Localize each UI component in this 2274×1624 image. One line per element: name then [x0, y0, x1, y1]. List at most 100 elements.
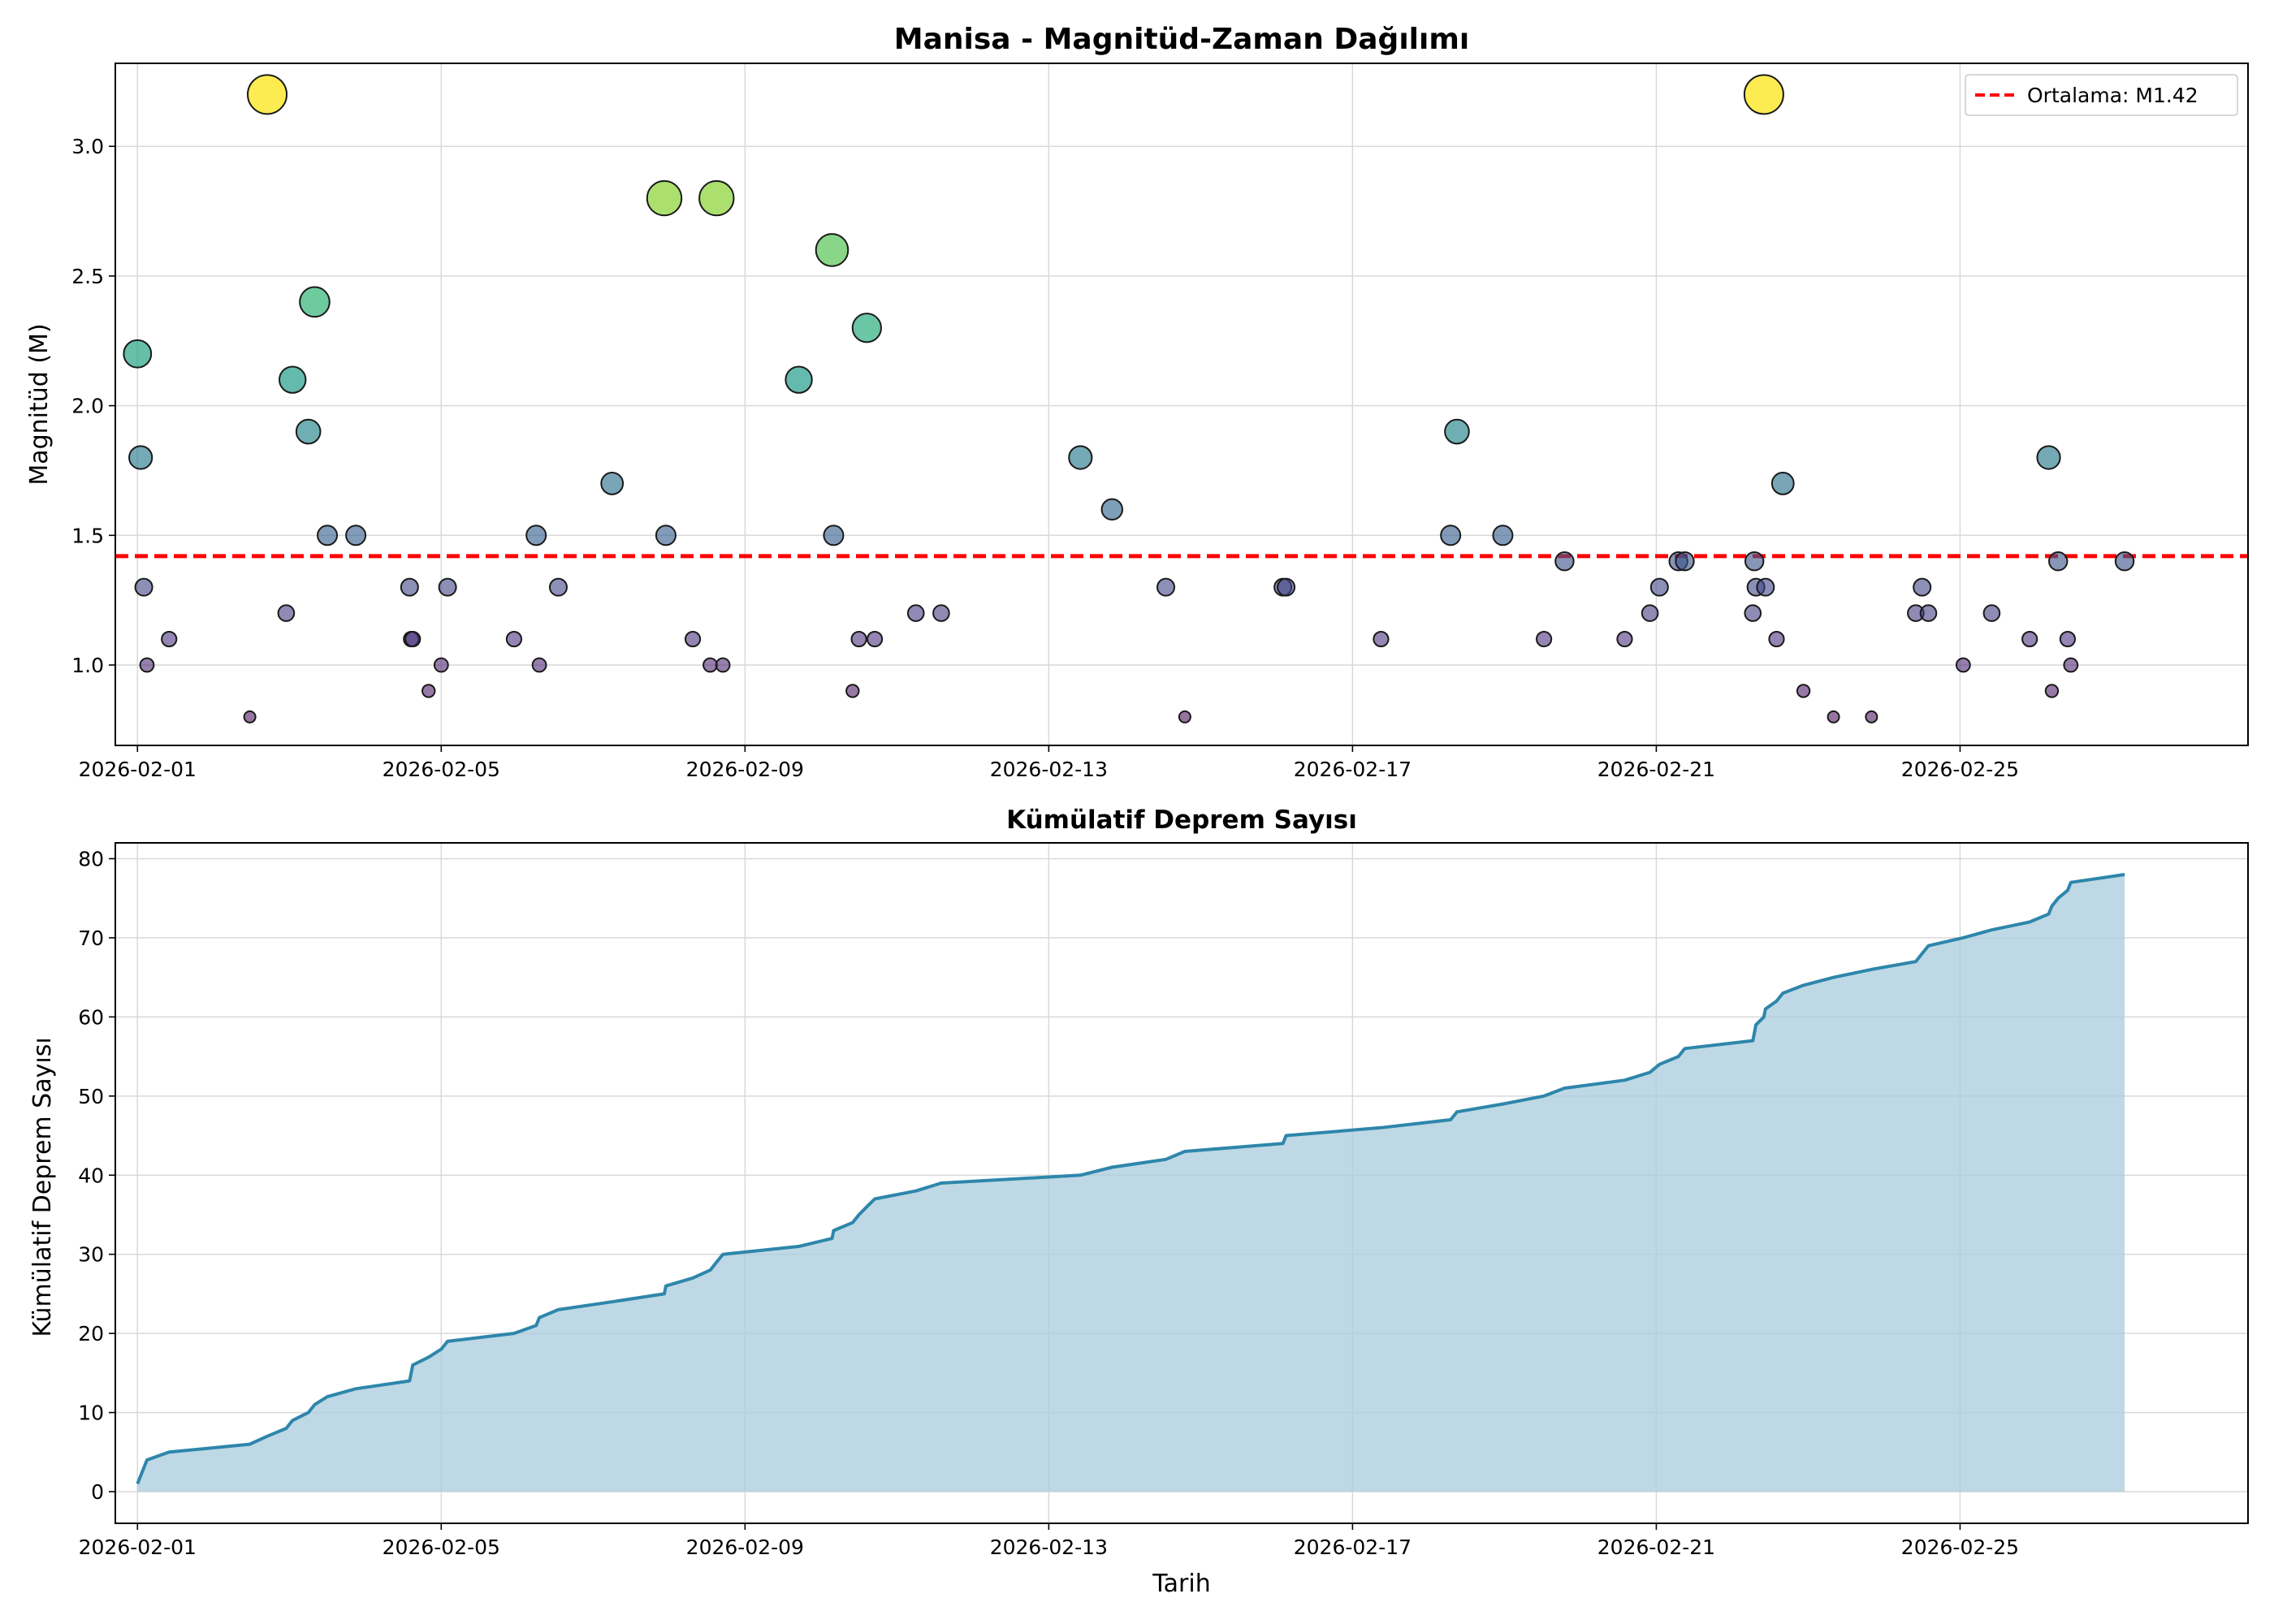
earthquake-point — [1100, 498, 1123, 521]
earthquake-point — [123, 339, 153, 369]
top-x-tick-label: 2026-02-05 — [383, 758, 500, 781]
top-y-tick-label: 2.0 — [71, 395, 104, 418]
earthquake-point — [438, 577, 457, 597]
earthquake-point — [684, 630, 702, 648]
bottom-x-tick-label: 2026-02-17 — [1294, 1535, 1412, 1559]
cumulative-count-panel: Kümülatif Deprem Sayısı 2026-02-01 2026-0… — [28, 806, 2249, 1598]
top-y-tick-label: 1.0 — [71, 654, 104, 677]
earthquake-point — [1756, 577, 1775, 597]
earthquake-point — [161, 630, 178, 648]
earthquake-point — [1865, 710, 1878, 723]
earthquake-point — [2044, 684, 2060, 698]
earthquake-point — [823, 525, 845, 546]
top-x-tick-label: 2026-02-21 — [1597, 758, 1715, 781]
scatter-points — [123, 74, 2135, 723]
legend-label: Ortalama: M1.42 — [2027, 84, 2198, 107]
bottom-y-tick-label: 60 — [78, 1005, 104, 1029]
top-y-ticks: 1.0 1.5 2.0 2.5 3.0 — [71, 135, 115, 677]
earthquake-point — [1649, 577, 1669, 597]
earthquake-point — [128, 445, 153, 470]
earthquake-point — [299, 286, 331, 318]
earthquake-point — [505, 630, 523, 648]
bottom-x-tick-label: 2026-02-09 — [686, 1535, 804, 1559]
bottom-x-tick-label: 2026-02-01 — [79, 1535, 197, 1559]
earthquake-point — [1277, 577, 1296, 597]
bottom-y-tick-label: 30 — [78, 1243, 104, 1267]
earthquake-point — [1641, 604, 1659, 622]
earthquake-point — [1444, 418, 1470, 445]
legend-box — [1965, 74, 2238, 116]
earthquake-point — [2048, 551, 2069, 572]
top-y-tick-label: 3.0 — [71, 135, 104, 158]
earthquake-point — [1744, 604, 1762, 622]
top-y-tick-label: 1.5 — [71, 524, 104, 547]
earthquake-point — [525, 525, 547, 546]
earthquake-point — [2021, 630, 2038, 648]
legend: Ortalama: M1.42 — [1965, 74, 2238, 116]
bottom-y-ticks: 0 10 20 30 40 50 60 70 80 — [78, 847, 115, 1504]
earthquake-point — [1536, 630, 1553, 648]
bottom-y-tick-label: 10 — [78, 1402, 104, 1425]
earthquake-point — [1982, 604, 2001, 622]
earthquake-point — [1554, 551, 1575, 572]
earthquake-point — [2063, 657, 2079, 673]
earthquake-point — [404, 630, 422, 648]
earthquake-point — [317, 525, 339, 546]
earthquake-point — [433, 657, 449, 673]
earthquake-point — [932, 604, 950, 622]
earthquake-point — [851, 313, 882, 343]
earthquake-point — [785, 365, 813, 394]
earthquake-point — [422, 684, 436, 698]
top-plot-frame — [115, 63, 2249, 746]
earthquake-point — [1492, 525, 1514, 546]
earthquake-point — [815, 233, 850, 267]
earthquake-point — [243, 710, 257, 723]
earthquake-point — [600, 472, 625, 495]
bottom-x-tick-label: 2026-02-05 — [383, 1535, 500, 1559]
earthquake-point — [698, 179, 735, 217]
bottom-x-ticks: 2026-02-01 2026-02-05 2026-02-09 2026-02-13… — [79, 1523, 2019, 1559]
x-axis-label-bottom: Tarih — [1152, 1570, 1210, 1598]
bottom-y-tick-label: 80 — [78, 847, 104, 870]
cumulative-area — [136, 873, 2125, 1492]
earthquake-point — [134, 577, 153, 597]
earthquake-point — [548, 577, 568, 597]
earthquake-point — [1768, 630, 1785, 648]
top-x-tick-label: 2026-02-25 — [1901, 758, 2019, 781]
earthquake-point — [715, 657, 731, 673]
earthquake-point — [866, 630, 884, 648]
bottom-x-tick-label: 2026-02-13 — [990, 1535, 1108, 1559]
earthquake-point — [1913, 577, 1932, 597]
bottom-y-tick-label: 20 — [78, 1322, 104, 1345]
earthquake-point — [277, 604, 296, 622]
earthquake-point — [400, 577, 419, 597]
earthquake-point — [646, 179, 683, 217]
top-x-ticks: 2026-02-01 2026-02-05 2026-02-09 2026-02-13… — [79, 745, 2019, 781]
earthquake-point — [1616, 630, 1633, 648]
top-y-tick-label: 2.5 — [71, 265, 104, 288]
earthquake-point — [1156, 577, 1176, 597]
earthquake-point — [1919, 604, 1938, 622]
bottom-y-tick-label: 70 — [78, 926, 104, 950]
cumulative-fill — [137, 875, 2125, 1492]
earthquake-point — [1827, 710, 1840, 723]
earthquake-point — [1178, 710, 1191, 723]
bottom-x-tick-label: 2026-02-21 — [1597, 1535, 1715, 1559]
earthquake-point — [1675, 551, 1695, 572]
earthquake-point — [1440, 525, 1462, 546]
earthquake-point — [139, 657, 155, 673]
earthquake-point — [1770, 472, 1795, 495]
earthquake-point — [1744, 551, 1765, 572]
bottom-y-tick-label: 0 — [91, 1480, 104, 1504]
top-x-tick-label: 2026-02-13 — [990, 758, 1108, 781]
chart-title-top: Manisa - Magnitüd-Zaman Dağılımı — [894, 23, 1469, 56]
earthquake-point — [845, 684, 860, 698]
top-x-tick-label: 2026-02-17 — [1294, 758, 1412, 781]
earthquake-point — [247, 74, 288, 115]
bottom-x-tick-label: 2026-02-25 — [1901, 1535, 2019, 1559]
earthquake-point — [295, 418, 322, 445]
earthquake-point — [906, 604, 925, 622]
earthquake-point — [345, 525, 367, 546]
earthquake-point — [278, 365, 307, 394]
